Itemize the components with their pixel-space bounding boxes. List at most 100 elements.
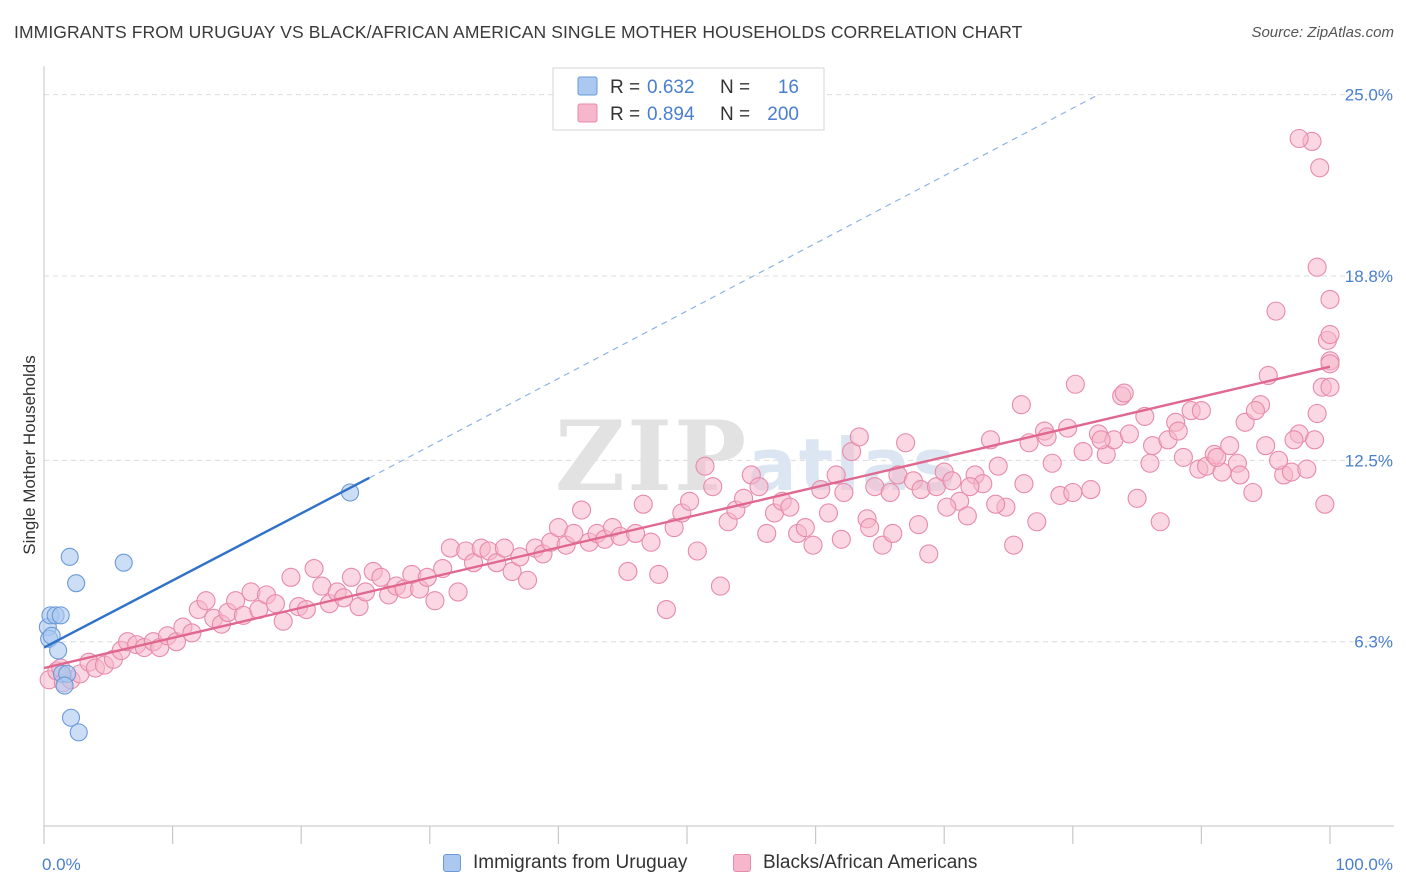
point-blacks-21 — [196, 591, 216, 611]
point-blacks-193 — [1320, 324, 1340, 345]
legend-item-uruguay[interactable]: Immigrants from Uruguay — [443, 852, 687, 874]
point-blacks-199 — [1320, 354, 1340, 374]
point-blacks-106 — [849, 427, 869, 447]
point-blacks-180 — [1114, 383, 1134, 403]
point-blacks-81 — [656, 599, 676, 620]
point-blacks-126 — [1004, 535, 1024, 555]
trend-blacks — [43, 365, 1331, 670]
point-blacks-78 — [633, 494, 653, 514]
point-blacks-157 — [1243, 482, 1263, 503]
point-blacks-172 — [1269, 450, 1289, 470]
point-blacks-165 — [1305, 430, 1325, 450]
point-blacks-184 — [1014, 474, 1034, 494]
point-blacks-110 — [880, 482, 900, 503]
y-tick-label-1: 12.5% — [1345, 451, 1393, 470]
point-uruguay-6 — [49, 641, 68, 660]
point-blacks-44 — [371, 567, 391, 587]
point-blacks-176 — [1207, 447, 1227, 467]
point-blacks-142 — [1127, 488, 1147, 508]
series-blacks-points — [39, 128, 1340, 693]
point-blacks-154 — [1220, 436, 1240, 456]
point-blacks-104 — [834, 482, 854, 503]
stats-r-value-1: 0.894 — [647, 104, 695, 125]
point-blacks-160 — [1266, 301, 1286, 321]
point-blacks-118 — [942, 471, 962, 491]
point-blacks-94 — [757, 523, 777, 544]
tick-labels: 6.3% 12.5% 18.8% 25.0% 0.0% 100.0% — [42, 86, 1393, 874]
point-blacks-170 — [1320, 377, 1340, 397]
chart-title: IMMIGRANTS FROM URUGUAY VS BLACK/AFRICAN… — [14, 22, 1023, 42]
point-blacks-100 — [803, 535, 823, 555]
point-blacks-86 — [695, 456, 715, 476]
point-blacks-148 — [1173, 447, 1193, 467]
point-blacks-182 — [1063, 482, 1083, 503]
y-axis-label: Single Mother Households — [20, 355, 39, 554]
point-blacks-99 — [795, 518, 815, 538]
point-blacks-60 — [494, 538, 514, 558]
point-blacks-27 — [241, 582, 261, 602]
point-blacks-51 — [425, 591, 445, 611]
point-blacks-131 — [1042, 453, 1062, 473]
point-blacks-145 — [1150, 512, 1170, 532]
point-blacks-134 — [1065, 374, 1085, 394]
point-blacks-105 — [842, 441, 862, 462]
point-blacks-93 — [749, 477, 769, 497]
point-uruguay-15 — [69, 723, 88, 742]
trend-uruguay — [43, 476, 370, 649]
point-blacks-194 — [1307, 257, 1327, 277]
point-blacks-195 — [1310, 158, 1330, 178]
point-blacks-53 — [440, 538, 460, 558]
point-blacks-188 — [908, 515, 929, 535]
y-tick-label-2: 18.8% — [1345, 267, 1393, 286]
point-blacks-103 — [826, 465, 846, 485]
legend-swatch-pink — [733, 854, 751, 872]
legend-label-uruguay: Immigrants from Uruguay — [473, 852, 688, 873]
point-uruguay-5 — [51, 606, 70, 625]
point-blacks-135 — [1073, 441, 1093, 462]
point-uruguay-11 — [67, 574, 86, 593]
point-blacks-79 — [641, 532, 661, 552]
point-blacks-197 — [1289, 128, 1309, 149]
stats-r-label-0: R = — [610, 77, 640, 98]
point-uruguay-10 — [60, 547, 79, 566]
point-blacks-129 — [1027, 512, 1047, 532]
axes: Single Mother Households — [20, 66, 1394, 844]
y-tick-label-3: 25.0% — [1345, 86, 1393, 105]
point-blacks-31 — [273, 611, 293, 631]
x-tick-label-1: 100.0% — [1335, 855, 1393, 874]
gridlines — [44, 94, 1394, 643]
legend-swatch-blue — [443, 854, 461, 872]
point-blacks-168 — [1315, 494, 1335, 514]
point-blacks-175 — [1230, 465, 1250, 485]
point-blacks-76 — [618, 561, 638, 582]
point-blacks-171 — [1284, 430, 1304, 450]
point-blacks-84 — [680, 491, 700, 511]
point-blacks-124 — [988, 456, 1008, 476]
point-blacks-87 — [703, 477, 723, 497]
stats-r-value-0: 0.632 — [647, 77, 695, 98]
point-blacks-192 — [1320, 289, 1340, 309]
point-blacks-174 — [1245, 401, 1265, 421]
point-blacks-136 — [1081, 480, 1101, 500]
stats-swatch-1 — [577, 103, 598, 123]
point-blacks-80 — [649, 564, 669, 584]
x-tick-label-0: 0.0% — [42, 855, 81, 874]
point-blacks-120 — [957, 506, 977, 526]
point-blacks-61 — [502, 561, 522, 582]
point-uruguay-14 — [61, 708, 81, 727]
source-label: Source: ZipAtlas.com — [1251, 24, 1394, 41]
point-blacks-35 — [304, 559, 324, 579]
legend-item-blacks[interactable]: Blacks/African Americans — [733, 852, 977, 874]
point-blacks-164 — [1297, 459, 1317, 479]
point-blacks-25 — [226, 591, 246, 611]
bottom-legend: Immigrants from Uruguay Blacks/African A… — [0, 852, 1406, 878]
stats-n-label-1: N = — [720, 104, 750, 125]
point-blacks-82 — [664, 518, 684, 538]
point-blacks-186 — [960, 477, 980, 497]
point-blacks-166 — [1307, 403, 1327, 424]
point-blacks-187 — [937, 497, 957, 517]
point-blacks-114 — [911, 480, 931, 500]
point-blacks-190 — [860, 518, 880, 538]
point-uruguay-13 — [341, 483, 360, 502]
series-uruguay-points — [38, 483, 360, 742]
